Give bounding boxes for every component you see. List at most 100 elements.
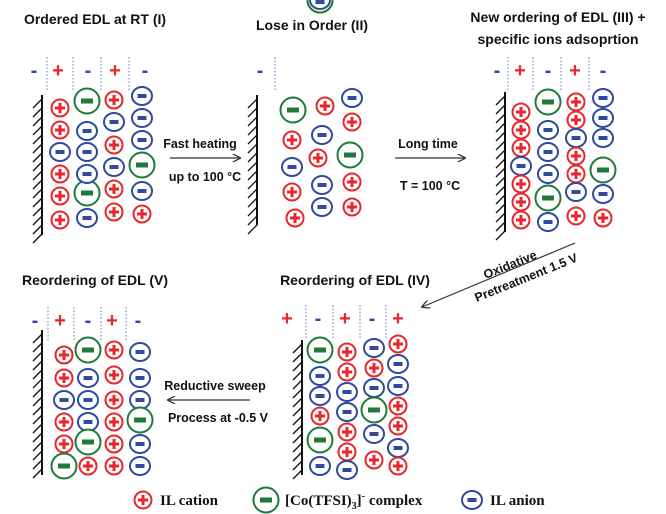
- legend-sub: 3: [352, 501, 357, 512]
- hatch: [292, 469, 303, 480]
- plus: [519, 143, 523, 153]
- hatch: [32, 387, 43, 398]
- minus: [82, 439, 94, 445]
- hatch: [495, 203, 506, 214]
- hatch: [247, 107, 258, 118]
- plus: [519, 197, 523, 207]
- hatch: [32, 197, 43, 208]
- hatch: [32, 179, 43, 190]
- minus: [598, 96, 608, 100]
- hatch: [495, 113, 506, 124]
- minus: [598, 116, 608, 120]
- charge-sign: -: [32, 310, 39, 332]
- charge-sign: +: [392, 308, 404, 330]
- minus: [315, 0, 325, 4]
- plus: [574, 151, 578, 161]
- hatch: [247, 224, 258, 235]
- hatch: [247, 134, 258, 145]
- minus: [82, 129, 92, 133]
- plus: [112, 207, 116, 217]
- plus: [345, 447, 349, 457]
- plus: [318, 411, 322, 421]
- hatch: [32, 134, 43, 145]
- plus: [350, 202, 354, 212]
- charge-sign: +: [514, 60, 526, 82]
- hatch: [247, 161, 258, 172]
- hatch: [32, 405, 43, 416]
- plus: [58, 125, 62, 135]
- minus: [368, 407, 380, 413]
- legend-label: IL cation: [160, 493, 219, 509]
- minus: [314, 347, 326, 353]
- hatch: [292, 424, 303, 435]
- charge-sign: -: [369, 308, 376, 330]
- minus: [342, 410, 352, 414]
- plus: [519, 215, 523, 225]
- legend-label: IL anion: [490, 493, 545, 509]
- panel-title: Ordered EDL at RT (I): [24, 11, 166, 27]
- hatch: [247, 179, 258, 190]
- minus: [598, 192, 608, 196]
- plus: [290, 135, 294, 145]
- minus: [467, 498, 477, 502]
- hatch: [32, 423, 43, 434]
- minus: [393, 446, 403, 450]
- charge-sign: -: [31, 60, 38, 82]
- plus: [293, 213, 297, 223]
- minus: [314, 437, 326, 443]
- plus: [574, 97, 578, 107]
- plus: [140, 209, 144, 219]
- minus: [317, 183, 327, 187]
- minus: [542, 99, 554, 105]
- hatch: [247, 98, 258, 109]
- legend-text: ]: [357, 493, 362, 509]
- minus: [137, 116, 147, 120]
- hatch: [292, 379, 303, 390]
- hatch: [292, 415, 303, 426]
- minus: [317, 133, 327, 137]
- hatch: [495, 122, 506, 133]
- charge-sign: -: [494, 60, 501, 82]
- plus: [62, 373, 66, 383]
- hatch: [32, 143, 43, 154]
- hatch: [32, 333, 43, 344]
- hatch: [247, 125, 258, 136]
- plus: [112, 184, 116, 194]
- arrow-label: up to 100 °C: [169, 170, 241, 184]
- hatch: [495, 167, 506, 178]
- hatch: [292, 370, 303, 381]
- minus: [82, 150, 92, 154]
- charge-sign: +: [109, 60, 121, 82]
- minus: [135, 398, 145, 402]
- hatch: [247, 143, 258, 154]
- minus: [82, 172, 92, 176]
- arrow-label: Process at -0.5 V: [168, 411, 269, 425]
- plus: [519, 125, 523, 135]
- plus: [58, 103, 62, 113]
- arrow: [422, 242, 576, 307]
- arrow-label-group: Oxidative Pretreatment 1.5 V: [473, 248, 581, 305]
- minus: [342, 468, 352, 472]
- minus: [287, 165, 297, 169]
- hatch: [292, 397, 303, 408]
- minus: [543, 172, 553, 176]
- charge-sign: -: [257, 60, 264, 82]
- minus: [109, 165, 119, 169]
- minus: [543, 128, 553, 132]
- plus: [112, 345, 116, 355]
- minus: [59, 398, 69, 402]
- hatch: [32, 459, 43, 470]
- hatch: [32, 125, 43, 136]
- minus: [135, 442, 145, 446]
- plus: [345, 347, 349, 357]
- minus: [597, 167, 609, 173]
- minus: [393, 384, 403, 388]
- minus: [135, 464, 145, 468]
- minus: [109, 120, 119, 124]
- hatch: [32, 215, 43, 226]
- charge-sign: +: [339, 308, 351, 330]
- hatch: [32, 360, 43, 371]
- charge-sign: +: [569, 60, 581, 82]
- minus: [598, 136, 608, 140]
